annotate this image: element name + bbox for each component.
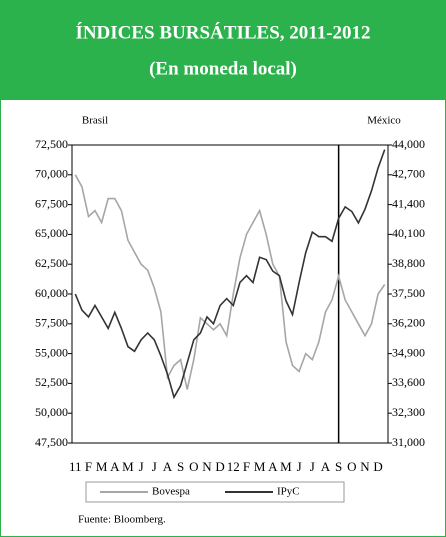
y2-tick-label: 34,900 xyxy=(392,345,425,359)
y-tick-label: 47,500 xyxy=(35,435,68,449)
x-tick-label: F xyxy=(85,459,92,474)
legend-label: Bovespa xyxy=(152,486,190,498)
y-tick-label: 72,500 xyxy=(35,137,68,151)
x-tick-label: A xyxy=(321,459,331,474)
y-tick-label: 60,000 xyxy=(35,286,68,300)
x-tick-label: J xyxy=(310,459,315,474)
x-tick-label: D xyxy=(373,459,382,474)
y2-tick-label: 32,300 xyxy=(392,405,425,419)
series-line xyxy=(74,149,386,400)
x-tick-label: 12 xyxy=(227,459,240,474)
x-tick-label: S xyxy=(177,459,184,474)
legend-label: IPyC xyxy=(277,486,300,498)
x-tick-label: A xyxy=(268,459,278,474)
y2-axis-label: México xyxy=(367,115,401,127)
y2-tick-label: 33,600 xyxy=(392,375,425,389)
x-tick-label: N xyxy=(360,459,370,474)
y-tick-label: 62,500 xyxy=(35,256,68,270)
y-tick-label: 67,500 xyxy=(35,196,68,210)
x-tick-label: F xyxy=(243,459,250,474)
header xyxy=(0,0,446,100)
y-tick-label: 57,500 xyxy=(35,316,68,330)
x-tick-label: M xyxy=(96,459,108,474)
x-tick-label: O xyxy=(347,459,356,474)
x-tick-label: N xyxy=(202,459,212,474)
chart-subtitle: (En moneda local) xyxy=(149,58,297,79)
x-tick-label: S xyxy=(335,459,342,474)
x-tick-label: J xyxy=(152,459,157,474)
series-line xyxy=(74,174,386,390)
y-tick-label: 55,000 xyxy=(35,345,68,359)
x-tick-label: A xyxy=(110,459,120,474)
legend-box xyxy=(85,481,345,503)
y2-tick-label: 40,100 xyxy=(392,226,425,240)
x-tick-label: J xyxy=(139,459,144,474)
y2-tick-label: 42,700 xyxy=(392,167,425,181)
y-axis-label: Brasil xyxy=(82,115,108,127)
y2-tick-label: 36,200 xyxy=(392,316,425,330)
x-tick-label: M xyxy=(254,459,266,474)
y-tick-label: 50,000 xyxy=(35,405,68,419)
y-tick-label: 52,500 xyxy=(35,375,68,389)
x-tick-label: O xyxy=(189,459,198,474)
x-tick-label: A xyxy=(163,459,173,474)
y2-tick-label: 37,500 xyxy=(392,286,425,300)
y2-tick-label: 41,400 xyxy=(392,196,425,210)
x-tick-label: 11 xyxy=(69,459,82,474)
source-note: Fuente: Bloomberg. xyxy=(78,514,166,526)
y2-tick-label: 31,000 xyxy=(392,435,425,449)
y2-tick-label: 44,000 xyxy=(392,137,425,151)
y2-tick-label: 38,800 xyxy=(392,256,425,270)
y-tick-label: 65,000 xyxy=(35,226,68,240)
y-tick-label: 70,000 xyxy=(35,167,68,181)
x-tick-label: M xyxy=(122,459,134,474)
x-tick-label: J xyxy=(297,459,302,474)
x-tick-label: D xyxy=(215,459,224,474)
x-tick-label: M xyxy=(280,459,292,474)
chart-title: ÍNDICES BURSÁTILES, 2011-2012 xyxy=(75,21,370,43)
